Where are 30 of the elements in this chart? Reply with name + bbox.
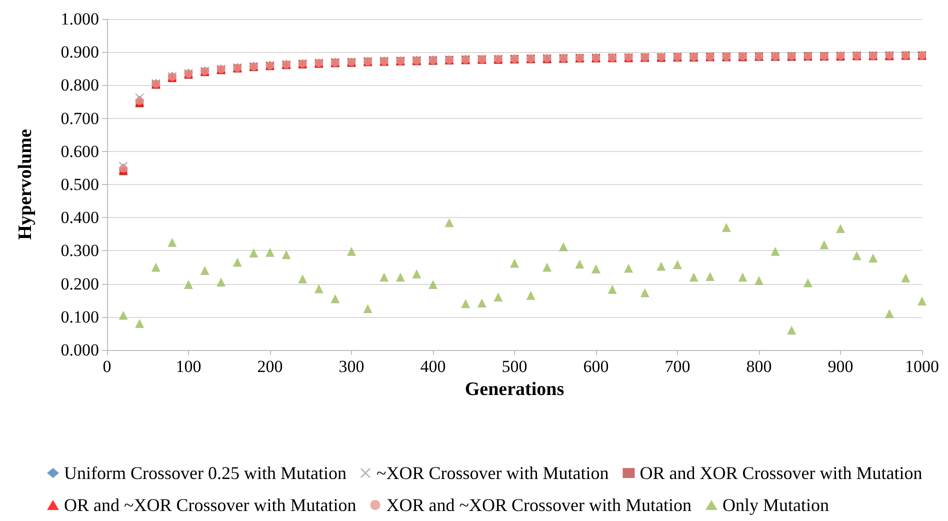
x-tick-label: 700 — [664, 357, 690, 376]
y-tick-label: 1.000 — [60, 10, 99, 28]
legend-label: OR and ~XOR Crossover with Mutation — [64, 495, 356, 515]
x-tick-label: 900 — [828, 357, 854, 376]
x-tick-label: 600 — [583, 357, 609, 376]
y-tick-label: 0.300 — [60, 241, 99, 260]
y-tick-label: 0.000 — [60, 340, 99, 360]
x-axis-title: Generations — [464, 379, 564, 400]
y-tick-label: 0.500 — [60, 175, 99, 194]
x-tick-label: 400 — [420, 357, 446, 376]
y-tick-label: 0.900 — [60, 42, 99, 62]
y-tick-label: 0.200 — [60, 274, 99, 294]
legend-label: XOR and ~XOR Crossover with Mutation — [386, 495, 692, 515]
x-tick-label: 100 — [176, 357, 202, 376]
y-tick-label: 0.100 — [60, 307, 99, 326]
x-tick-label: 0 — [102, 357, 112, 376]
x-tick-label: 200 — [257, 357, 283, 376]
y-tick-label: 0.600 — [60, 142, 99, 161]
legend-label: OR and XOR Crossover with Mutation — [640, 463, 922, 483]
x-tick-label: 300 — [338, 357, 364, 376]
x-tick-label: 500 — [502, 357, 528, 376]
legend-label: ~XOR Crossover with Mutation — [376, 463, 609, 483]
legend-label: Only Mutation — [722, 495, 829, 515]
y-tick-label: 0.700 — [60, 108, 99, 128]
y-axis-title: Hypervolume — [15, 129, 36, 240]
legend-label: Uniform Crossover 0.25 with Mutation — [64, 463, 346, 483]
y-tick-label: 0.800 — [60, 76, 99, 95]
x-tick-label: 1000 — [905, 357, 939, 376]
y-tick-label: 0.400 — [60, 208, 99, 228]
x-tick-label: 800 — [746, 357, 772, 376]
